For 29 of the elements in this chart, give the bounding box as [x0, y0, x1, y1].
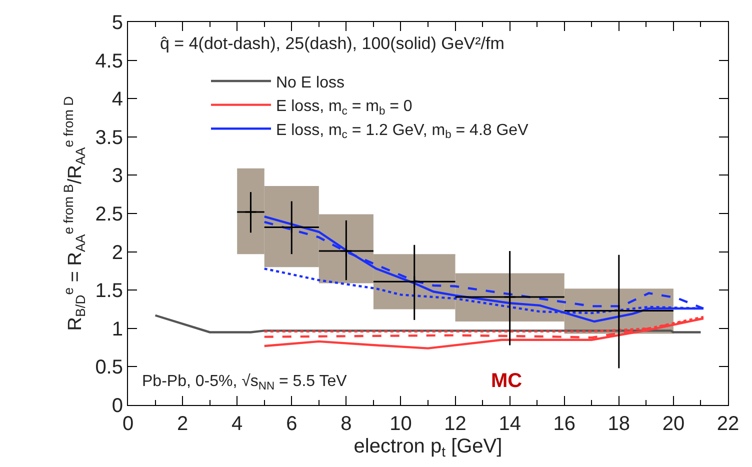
x-tick-label: 18 [608, 413, 630, 435]
y-tick-label: 0 [112, 395, 123, 417]
y-tick-label: 4 [112, 88, 123, 111]
x-tick-label: 2 [176, 413, 188, 435]
y-tick-label: 4.5 [95, 50, 123, 72]
x-tick-label: 16 [553, 413, 576, 435]
y-tick-label: 3.5 [95, 126, 123, 149]
annotation: MC [491, 370, 522, 392]
y-tick-label: 2.5 [95, 204, 123, 226]
x-tick-label: 20 [662, 413, 685, 435]
y-tick-label: 5 [112, 12, 123, 34]
x-tick-label: 14 [498, 413, 521, 435]
y-tick-label: 3 [112, 165, 123, 188]
x-axis-title: electron p$_{t}$ [GeV] [354, 436, 502, 460]
annotation: q̂ = 4(dot-dash), 25(dash), 100(solid) GeV²/fm [160, 34, 504, 53]
y-tick-label: 1.5 [95, 280, 123, 302]
x-tick-label: 22 [716, 413, 740, 435]
y-tick-label: 0.5 [95, 356, 123, 379]
annotation: Pb-Pb, 0-5%, √s$_{NN}$ = 5.5 TeV [142, 373, 348, 392]
x-tick-label: 10 [390, 413, 412, 435]
legend-label: E loss, m$_{c}$ = m$_{b}$ = 0 [276, 98, 412, 118]
x-tick-label: 6 [286, 413, 298, 435]
x-tick-label: 12 [444, 413, 466, 435]
y-tick-label: 2 [112, 242, 123, 264]
x-tick-label: 8 [340, 413, 352, 435]
legend-label: E loss, m$_{c}$ = 1.2 GeV, m$_{b}$ = 4.8 GeV [276, 122, 529, 142]
x-tick-label: 4 [232, 413, 243, 435]
y-tick-label: 1 [112, 318, 123, 340]
legend-label: No E loss [276, 74, 344, 92]
